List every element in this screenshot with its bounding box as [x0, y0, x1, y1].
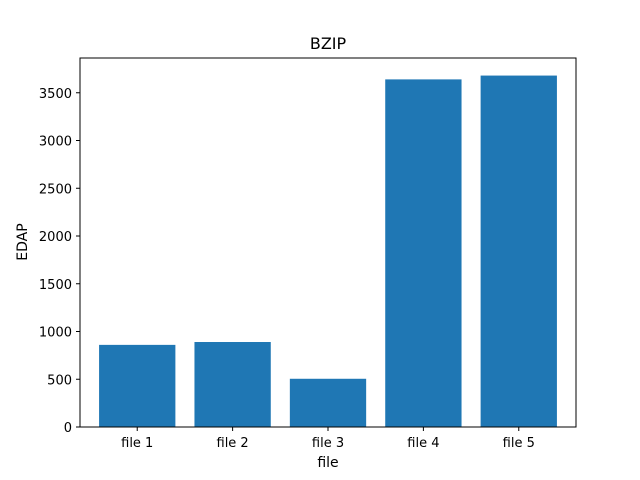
- y-tick-label: 500: [47, 373, 72, 388]
- bar-file-3: [289, 378, 367, 427]
- y-tick-label: 2500: [39, 182, 72, 197]
- bar-file-2: [194, 342, 271, 427]
- plot-frame: [79, 57, 577, 428]
- y-tick-label: 3500: [39, 87, 72, 102]
- x-tick-label: file 1: [121, 436, 153, 451]
- bar-file-4: [385, 79, 462, 428]
- y-tick-label: 0: [64, 421, 72, 436]
- y-tick-label: 1500: [39, 278, 72, 293]
- x-tick-label: file 2: [217, 436, 249, 451]
- y-tick-label: 1000: [39, 326, 72, 341]
- x-tick-label: file 5: [503, 436, 535, 451]
- x-axis: file 1 file 2 file 3 file 4 file 5: [121, 427, 535, 451]
- y-axis: 0 500 1000 1500 2000 2500 3000 3500: [39, 87, 80, 436]
- bar-file-1: [99, 344, 176, 427]
- x-tick-label: file 3: [312, 436, 344, 451]
- y-axis-label: EDAP: [15, 223, 31, 260]
- x-tick-label: file 4: [407, 436, 439, 451]
- x-axis-label: file: [317, 455, 338, 471]
- bar-file-5: [480, 75, 557, 428]
- y-tick-label: 2000: [39, 230, 72, 245]
- chart-title: BZIP: [310, 34, 347, 53]
- y-tick-label: 3000: [39, 135, 72, 150]
- bars-layer: [99, 75, 557, 428]
